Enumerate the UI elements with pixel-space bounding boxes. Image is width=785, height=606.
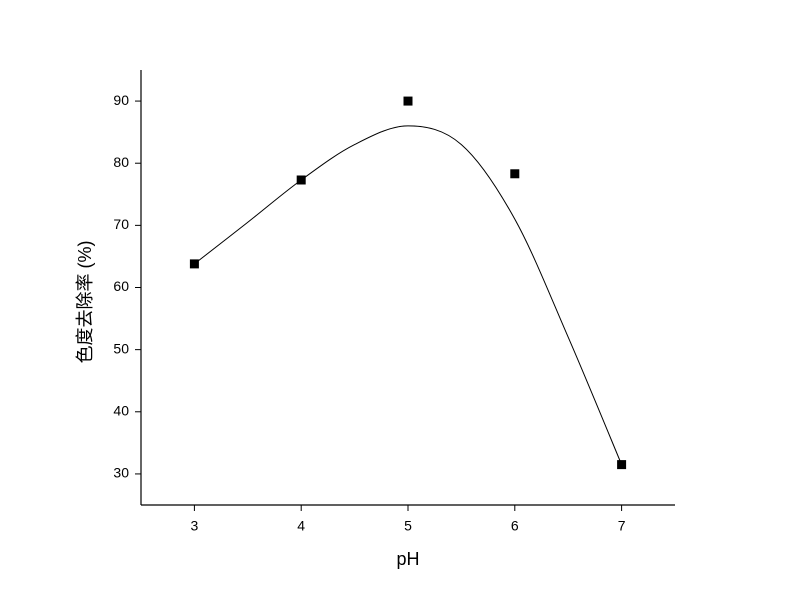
x-tick-label: 5 (404, 518, 412, 534)
y-tick-label: 80 (113, 154, 129, 170)
data-point (403, 96, 413, 106)
y-tick-label: 60 (113, 278, 129, 294)
y-tick-label: 30 (113, 465, 129, 481)
y-axis-label: 色度去除率 (%) (75, 241, 95, 364)
x-tick-label: 3 (191, 518, 199, 534)
x-tick-label: 7 (618, 518, 626, 534)
fit-curve (194, 125, 623, 465)
y-tick-label: 50 (113, 340, 129, 356)
x-axis-label: pH (396, 549, 419, 569)
x-tick-label: 6 (511, 518, 519, 534)
data-point (510, 169, 520, 179)
y-tick-label: 90 (113, 92, 129, 108)
y-tick-label: 40 (113, 402, 129, 418)
y-tick-label: 70 (113, 216, 129, 232)
x-tick-label: 4 (297, 518, 305, 534)
